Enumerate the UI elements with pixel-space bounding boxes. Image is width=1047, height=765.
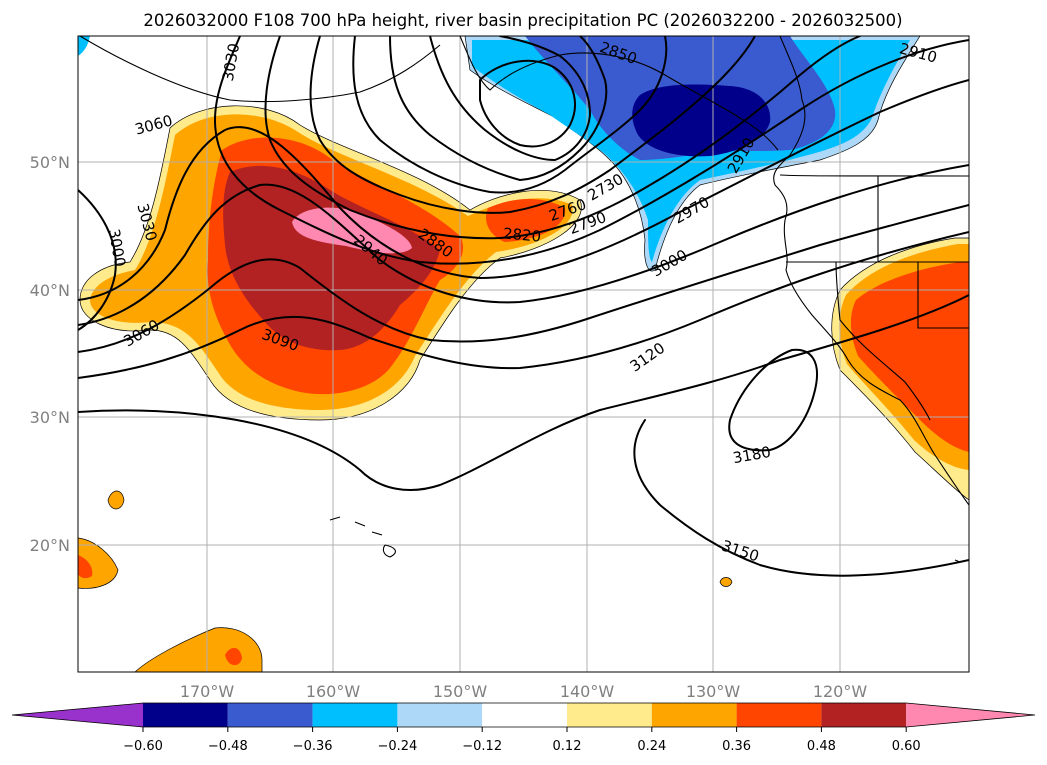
shade-pos-dot1 (107, 490, 125, 510)
colorbar-segment (143, 703, 228, 727)
colorbar-segment (736, 703, 822, 727)
colorbar-segment (312, 703, 398, 727)
shade-pos-dot2 (719, 577, 733, 587)
lon-tick: 140°W (560, 682, 615, 701)
coastlines (79, 36, 969, 563)
colorbar-tick-label: −0.48 (208, 739, 248, 754)
colorbar-segment (482, 703, 567, 727)
colorbar-segment (651, 703, 737, 727)
colorbar-tick-label: −0.60 (123, 739, 163, 754)
colorbar-tick-label: −0.36 (293, 739, 333, 754)
colorbar-segment (397, 703, 483, 727)
shade-pos-sw2 (78, 555, 93, 579)
map-frame (77, 35, 970, 673)
colorbar-segment (821, 703, 907, 727)
lon-tick-labels: 170°W 160°W 150°W 140°W 130°W 120°W (180, 682, 868, 701)
lat-tick: 40°N (30, 281, 70, 300)
lat-tick: 50°N (30, 153, 70, 172)
shade-neg-corner (78, 36, 90, 56)
lon-tick: 120°W (813, 682, 868, 701)
precip-shading (78, 36, 969, 672)
lat-tick: 30°N (30, 408, 70, 427)
lat-tick-labels: 50°N 40°N 30°N 20°N (30, 153, 70, 555)
colorbar-segment (227, 703, 313, 727)
map-panel[interactable]: 3030 3060 3030 3000 3060 3090 2940 2880 … (77, 35, 970, 673)
colorbar-tick-label: 0.60 (892, 739, 921, 754)
colorbar: −0.60 −0.48 −0.36 −0.24 −0.12 0.12 0.24 … (11, 702, 1036, 754)
lat-tick: 20°N (30, 536, 70, 555)
colorbar-ticks (142, 727, 907, 732)
colorbar-tick-label: −0.24 (377, 739, 417, 754)
colorbar-tick-label: 0.48 (807, 739, 836, 754)
shade-pos-048 (223, 165, 440, 351)
lon-tick: 170°W (180, 682, 235, 701)
map-title: 2026032000 F108 700 hPa height, river ba… (143, 11, 902, 30)
colorbar-tick-label: 0.24 (637, 739, 666, 754)
colorbar-extend-high (906, 703, 1035, 727)
colorbar-tick-label: −0.12 (462, 739, 502, 754)
colorbar-tick-label: 0.12 (553, 739, 582, 754)
lon-tick: 150°W (433, 682, 488, 701)
colorbar-segment (567, 703, 652, 727)
shade-pos-s2 (225, 647, 242, 666)
colorbar-extend-low (12, 703, 143, 727)
colorbar-tick-label: 0.36 (722, 739, 751, 754)
height-contours (78, 36, 969, 577)
lon-tick: 130°W (686, 682, 741, 701)
shade-neg-048 (632, 84, 771, 157)
lon-tick: 160°W (306, 682, 361, 701)
shade-pos-060 (292, 207, 412, 254)
contour-label-2820: 2820 (502, 224, 542, 245)
